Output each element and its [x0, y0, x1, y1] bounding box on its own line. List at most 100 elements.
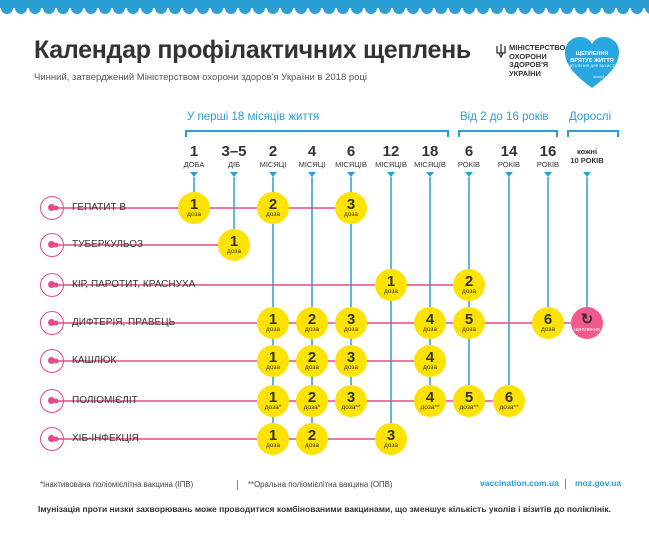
group-infant-bracket: [185, 130, 449, 137]
combined-vaccines-note: Імунізація проти низки захворювань може …: [37, 504, 612, 514]
dose-number: 2: [464, 273, 474, 290]
column-unit: діб: [227, 160, 241, 169]
dose-label: доза**: [459, 404, 479, 411]
dose-number: 1: [189, 196, 199, 213]
dose-badge: 3 доза: [375, 423, 407, 455]
dose-label: доза: [384, 288, 398, 295]
dose-label: доза*: [303, 404, 321, 411]
icon-core: [48, 241, 55, 248]
dose-label: доза: [344, 211, 358, 218]
dose-label: доза: [305, 364, 319, 371]
dose-label: доза**: [499, 404, 519, 411]
diphtheria-bacteria-icon: [40, 311, 64, 335]
icon-core: [48, 435, 55, 442]
dose-number: 2: [307, 427, 317, 444]
column-number: 2: [268, 143, 278, 160]
column-marker: [269, 172, 277, 177]
dose-number: 2: [307, 311, 317, 328]
column-header: 16 років: [529, 144, 567, 170]
tuberculosis-bacteria-icon: [40, 233, 64, 257]
column-marker: [426, 172, 434, 177]
group-adult-bracket: [567, 130, 619, 137]
footnote-opv: **Оральна поліомієлітна вакцина (ОПВ): [248, 480, 393, 489]
dose-badge: 5 доза**: [453, 385, 485, 417]
group-adult: Дорослі: [569, 111, 612, 123]
dose-number: 4: [425, 311, 435, 328]
dose-label: доза: [462, 326, 476, 333]
dose-badge: 6 доза: [532, 307, 564, 339]
polio-virus-icon: [40, 389, 64, 413]
dose-badge: 6 доза**: [493, 385, 525, 417]
link-moz[interactable]: moz.gov.ua: [575, 478, 622, 488]
column-header: 18 місяців: [411, 144, 449, 170]
column-marker: [465, 172, 473, 177]
icon-core: [48, 397, 55, 404]
dose-label: доза: [266, 442, 280, 449]
dose-badge: 2 доза: [453, 269, 485, 301]
column-header: кожні 10 років: [568, 144, 606, 166]
vaccine-name: КАШЛЮК: [72, 355, 117, 366]
column-number: 18: [421, 143, 439, 160]
dose-badge: 2 доза: [296, 423, 328, 455]
column-number: 6: [464, 143, 474, 160]
group-child-bracket: [458, 130, 558, 137]
dose-label: доза: [187, 211, 201, 218]
column-number: 1: [189, 143, 199, 160]
dose-number: 2: [268, 196, 278, 213]
column-number: кожні: [576, 147, 598, 156]
column-marker: [347, 172, 355, 177]
column-unit: років: [536, 160, 560, 169]
unicef-label: unicef: [593, 74, 604, 79]
dose-label: щеплення: [574, 327, 600, 333]
repeat-icon: ↻: [580, 311, 594, 328]
dose-label: доза: [423, 364, 437, 371]
dose-label: доза: [541, 326, 555, 333]
link-vaccination[interactable]: vaccination.com.ua: [480, 478, 559, 488]
column-number: 3–5: [221, 143, 247, 160]
column-marker: [230, 172, 238, 177]
dose-badge: 2 доза: [296, 345, 328, 377]
dose-label: доза: [266, 211, 280, 218]
vaccine-name: КІР, ПАРОТИТ, КРАСНУХА: [72, 279, 196, 290]
dose-number: 5: [464, 389, 474, 406]
dose-number: 1: [268, 427, 278, 444]
dose-number: 3: [346, 349, 356, 366]
column-number: 4: [307, 143, 317, 160]
column-unit: місяці: [298, 160, 326, 169]
revaccination-badge: ↻ щеплення: [571, 307, 603, 339]
dose-label: доза: [462, 288, 476, 295]
vaccination-heart-logo: ЩЕПЛЕННЯ ВРЯТУЄ ЖИТТЯ ЩЕПЛЕННЯ ДЛЯ ЗАХИС…: [563, 36, 621, 90]
dose-badge: 2 доза: [257, 192, 289, 224]
dose-number: 5: [464, 311, 474, 328]
dose-badge: 5 доза: [453, 307, 485, 339]
page-title: Календар профілактичних щеплень: [34, 36, 471, 64]
dose-label: доза: [384, 442, 398, 449]
dose-badge: 3 доза: [335, 307, 367, 339]
column-unit: 10 років: [570, 156, 604, 165]
top-band: [0, 0, 649, 14]
hepatitis-b-virus-icon: [40, 196, 64, 220]
dose-label: доза: [227, 248, 241, 255]
column-header: 12 місяців: [372, 144, 410, 170]
heart-subtext: ЩЕПЛЕННЯ ДЛЯ ЗАХИСТУ: [567, 64, 617, 68]
dose-badge: 2 доза*: [296, 385, 328, 417]
column-number: 12: [382, 143, 400, 160]
dose-number: 4: [425, 349, 435, 366]
dose-badge: 1 доза: [218, 229, 250, 261]
trident-icon: [496, 44, 506, 58]
column-header: 4 місяці: [293, 144, 331, 170]
column-unit: місяці: [259, 160, 287, 169]
dose-number: 3: [346, 196, 356, 213]
dose-badge: 1 доза: [257, 307, 289, 339]
dose-number: 2: [307, 389, 317, 406]
dose-number: 4: [425, 389, 435, 406]
group-infant: У перші 18 місяців життя: [187, 111, 320, 123]
dose-badge: 4 доза**: [414, 385, 446, 417]
dose-label: доза: [305, 326, 319, 333]
column-header: 14 років: [490, 144, 528, 170]
dose-badge: 1 доза: [257, 345, 289, 377]
column-unit: місяців: [414, 160, 446, 169]
dose-number: 1: [229, 233, 239, 250]
column-marker: [308, 172, 316, 177]
